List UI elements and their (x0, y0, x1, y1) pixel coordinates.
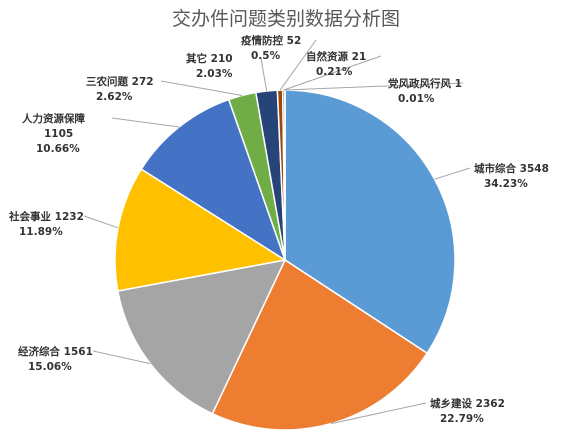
pie-slice-2 (211, 258, 429, 431)
slice-label-1: 城市综合 3548 (474, 162, 549, 175)
slice-percent-10: 0.01% (398, 93, 435, 105)
slice-percent-8: 0.5% (251, 50, 281, 62)
slice-label-9: 自然资源 21 (306, 50, 366, 63)
pie-slice-3 (116, 258, 287, 415)
slice-label-6: 三农问题 272 (86, 75, 154, 88)
slice-percent-6: 2.62% (96, 91, 133, 103)
leader-line-4 (83, 215, 119, 229)
slice-label-8: 疫情防控 52 (241, 34, 301, 47)
slice-label-7: 其它 210 (186, 52, 233, 65)
slice-percent-7: 2.03% (196, 68, 233, 80)
slice-label-10: 党风政风行风 1 (388, 77, 462, 90)
slice-percent-5: 10.66% (36, 143, 80, 155)
leader-line-2 (330, 402, 427, 425)
slice-percent-3: 15.06% (28, 361, 72, 373)
slice-percent-1: 34.23% (484, 178, 528, 190)
pie-slice-5 (140, 98, 287, 262)
slice-percent-9: 0.21% (316, 66, 353, 78)
slice-percent-2: 22.79% (440, 413, 484, 425)
slice-label-3: 经济综合 1561 (18, 345, 93, 358)
slice-percent-4: 11.89% (19, 226, 63, 238)
leader-line-8 (279, 39, 317, 91)
leader-line-5 (111, 117, 180, 128)
leader-line-3 (92, 350, 151, 365)
slice-label-4: 社会事业 1232 (8, 210, 84, 223)
leader-line-9 (283, 55, 382, 91)
slice-label-2: 城乡建设 2362 (430, 397, 505, 410)
leader-line-1 (434, 167, 471, 180)
leader-line-10 (284, 82, 464, 91)
slice-value-5: 1105 (44, 128, 73, 140)
slice-label-5: 人力资源保障 (22, 112, 85, 125)
leader-line-7 (260, 57, 268, 92)
chart-title: 交办件问题类别数据分析图 (172, 8, 400, 30)
leader-line-6 (160, 80, 243, 96)
